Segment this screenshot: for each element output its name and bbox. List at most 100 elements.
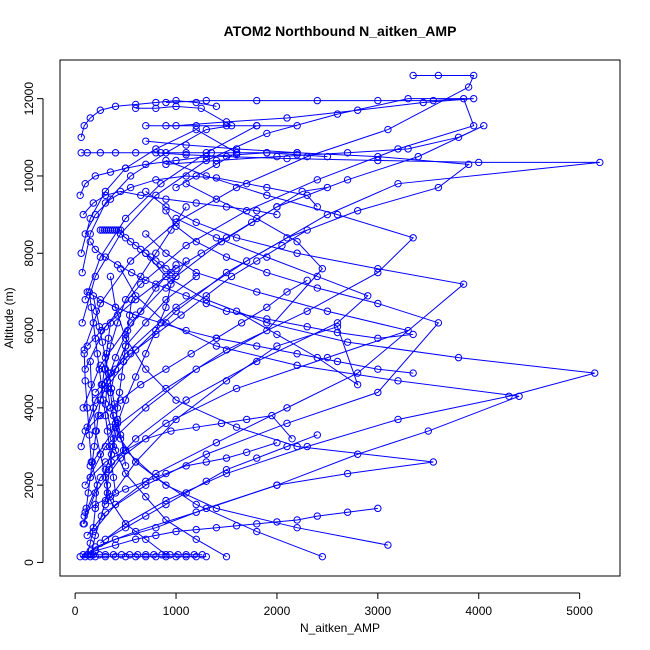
data-point — [79, 404, 87, 412]
series-19 — [79, 122, 488, 412]
data-point — [121, 164, 130, 172]
data-point — [86, 230, 94, 238]
data-point — [333, 210, 342, 219]
data-point — [152, 469, 160, 478]
data-point — [253, 527, 261, 536]
series-27 — [79, 187, 281, 219]
data-point — [101, 535, 110, 543]
series-47 — [116, 230, 180, 281]
data-point — [404, 326, 412, 335]
data-point — [172, 102, 180, 111]
series-line — [84, 175, 318, 235]
data-point — [459, 280, 468, 288]
data-point — [91, 500, 100, 509]
data-point — [96, 473, 105, 482]
data-point — [96, 411, 105, 420]
data-point — [121, 446, 130, 455]
data-point — [91, 396, 100, 404]
data-point — [404, 94, 412, 103]
data-point — [192, 535, 200, 543]
data-point — [283, 288, 291, 296]
data-point — [182, 489, 190, 497]
data-point — [96, 149, 105, 157]
data-point — [106, 493, 115, 501]
data-point — [152, 191, 160, 199]
data-point — [242, 415, 251, 424]
series-line — [92, 295, 127, 466]
data-point — [83, 149, 91, 157]
data-point — [212, 234, 221, 242]
y-axis-label: Altitude (m) — [2, 287, 16, 348]
data-point — [102, 350, 111, 358]
data-point — [121, 334, 130, 342]
series-line — [100, 252, 595, 544]
data-point — [222, 253, 231, 261]
data-point — [217, 237, 226, 246]
data-point — [137, 272, 145, 281]
data-point — [172, 415, 180, 424]
data-point — [480, 122, 488, 130]
data-point — [409, 71, 417, 80]
data-point — [374, 152, 382, 161]
series-line — [86, 210, 440, 536]
data-point — [137, 245, 145, 254]
data-point — [222, 234, 231, 242]
data-point — [152, 98, 160, 107]
data-point — [182, 292, 190, 300]
data-point — [142, 365, 150, 373]
data-point — [212, 102, 221, 111]
data-point — [454, 353, 463, 362]
data-point — [167, 427, 175, 435]
data-point — [131, 435, 140, 443]
data-point — [142, 122, 150, 130]
series-line — [89, 415, 293, 478]
data-point — [469, 71, 478, 80]
data-point — [104, 369, 113, 377]
data-point — [419, 98, 427, 107]
data-point — [177, 311, 185, 319]
data-point — [121, 234, 130, 242]
data-point — [232, 522, 241, 530]
data-point — [263, 303, 271, 312]
data-point — [142, 187, 150, 196]
data-point — [464, 160, 473, 169]
data-point — [81, 365, 89, 373]
data-point — [192, 98, 200, 107]
data-point — [142, 435, 150, 443]
series-45 — [89, 292, 130, 470]
data-point — [106, 369, 115, 377]
data-point — [123, 326, 132, 335]
data-point — [91, 272, 100, 281]
data-point — [142, 481, 150, 489]
data-point — [83, 288, 91, 296]
data-point — [293, 361, 301, 370]
data-point — [109, 435, 118, 443]
data-point — [121, 485, 130, 493]
data-point — [222, 552, 231, 561]
data-point — [96, 106, 105, 114]
data-point — [142, 319, 150, 327]
data-point — [137, 380, 145, 389]
data-point — [83, 423, 91, 431]
data-point — [273, 330, 281, 339]
data-point — [127, 295, 136, 304]
data-point — [152, 145, 160, 153]
data-point — [101, 187, 110, 196]
data-point — [192, 508, 200, 516]
series-8 — [91, 265, 523, 551]
data-point — [172, 214, 180, 223]
data-point — [162, 272, 170, 281]
data-point — [117, 551, 126, 559]
data-point — [374, 365, 382, 373]
data-point — [303, 442, 311, 451]
data-point — [126, 257, 135, 265]
data-point — [187, 350, 195, 358]
data-point — [192, 218, 200, 227]
data-point — [111, 541, 120, 549]
data-point — [121, 520, 130, 528]
data-point — [109, 473, 118, 482]
data-point — [374, 96, 382, 105]
data-point — [91, 504, 100, 513]
data-point — [182, 151, 190, 159]
